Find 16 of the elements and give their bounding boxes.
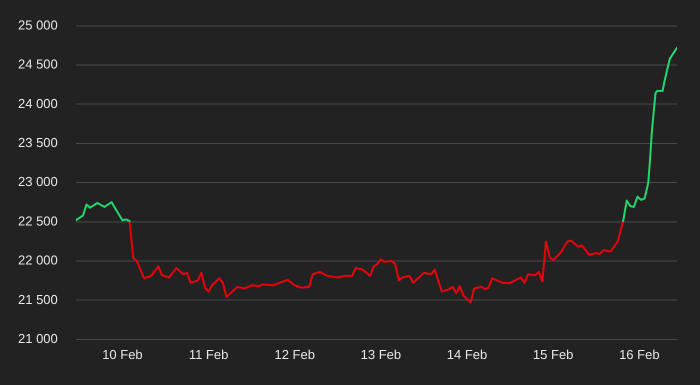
x-tick-label: 11 Feb	[188, 346, 228, 362]
y-tick-label: 21 500	[18, 292, 58, 307]
x-tick-label: 14 Feb	[446, 346, 488, 362]
y-tick-label: 22 000	[18, 252, 58, 268]
y-tick-label: 24 000	[18, 96, 58, 111]
x-tick-label: 12 Feb	[274, 346, 315, 362]
y-tick-label: 22 500	[18, 213, 58, 228]
y-tick-label: 23 500	[18, 134, 58, 150]
x-tick-label: 10 Feb	[102, 346, 143, 362]
y-tick-label: 21 000	[18, 330, 58, 346]
y-tick-label: 24 500	[18, 56, 58, 72]
y-tick-label: 25 000	[18, 17, 58, 32]
x-tick-label: 13 Feb	[360, 346, 402, 362]
x-tick-label: 15 Feb	[532, 346, 574, 362]
y-tick-label: 23 000	[18, 174, 58, 190]
x-tick-label: 16 Feb	[619, 346, 660, 362]
